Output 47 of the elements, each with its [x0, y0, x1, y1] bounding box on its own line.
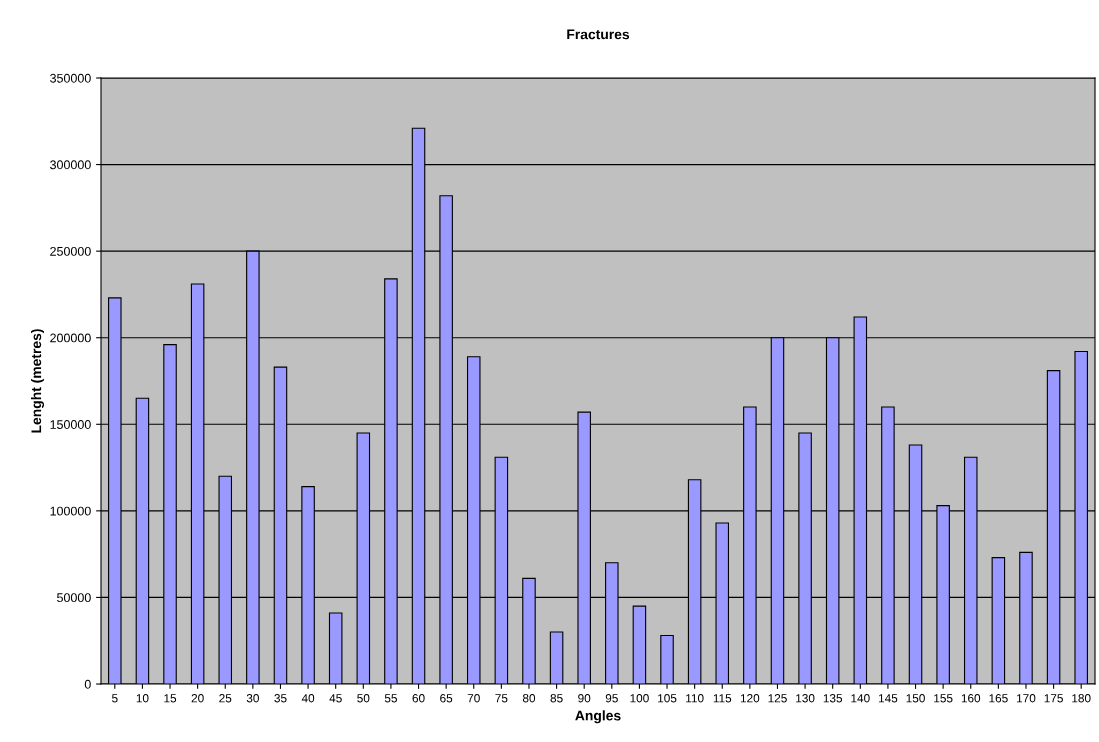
x-tick-label: 35 — [274, 694, 287, 703]
x-tick-label: 175 — [1044, 694, 1063, 703]
y-tick-label: 250000 — [50, 246, 91, 256]
x-tick-label: 10 — [136, 694, 149, 703]
x-axis-title: Angles — [575, 710, 621, 724]
x-tick-label: 130 — [796, 694, 815, 703]
x-tick-label: 105 — [658, 694, 677, 703]
x-tick-label: 170 — [1017, 694, 1036, 703]
x-tick-label: 50 — [357, 694, 370, 703]
x-tick-label: 180 — [1072, 694, 1091, 703]
x-tick-label: 135 — [823, 694, 843, 703]
y-tick-label: 0 — [84, 679, 91, 689]
x-tick-label: 55 — [384, 694, 397, 703]
x-tick-label: 150 — [906, 694, 925, 703]
x-tick-label: 80 — [522, 694, 536, 703]
x-tick-label: 30 — [246, 694, 259, 703]
x-tick-label: 5 — [112, 694, 118, 703]
x-tick-label: 45 — [329, 694, 342, 703]
x-tick-label: 140 — [851, 694, 870, 703]
x-tick-label: 145 — [878, 694, 898, 703]
x-tick-label: 40 — [301, 694, 315, 703]
x-tick-label: 100 — [630, 694, 649, 703]
x-tick-label: 70 — [467, 694, 480, 703]
y-tick-label: 350000 — [50, 73, 91, 83]
x-tick-label: 155 — [934, 694, 953, 703]
x-tick-label: 95 — [605, 694, 618, 703]
y-tick-label: 300000 — [50, 160, 91, 170]
x-tick-label: 25 — [219, 694, 232, 703]
y-tick-label: 50000 — [57, 593, 91, 603]
x-tick-label: 125 — [768, 694, 787, 703]
x-tick-label: 60 — [412, 694, 425, 703]
chart-title: Fractures — [567, 29, 630, 40]
y-tick-label: 150000 — [50, 420, 91, 429]
x-tick-label: 120 — [740, 694, 760, 703]
x-tick-label: 115 — [713, 694, 732, 703]
x-tick-label: 85 — [550, 694, 563, 703]
x-tick-label: 75 — [495, 694, 508, 703]
y-axis-title: Lenght (metres) — [31, 329, 45, 433]
y-tick-label: 100000 — [50, 506, 91, 516]
x-tick-label: 165 — [989, 694, 1008, 703]
x-tick-label: 110 — [686, 694, 704, 703]
x-tick-label: 90 — [578, 694, 591, 703]
y-tick-label: 200000 — [50, 333, 91, 343]
x-tick-label: 160 — [961, 694, 981, 703]
x-tick-label: 15 — [164, 694, 177, 703]
x-tick-label: 65 — [440, 694, 453, 703]
x-tick-label: 20 — [191, 694, 204, 703]
